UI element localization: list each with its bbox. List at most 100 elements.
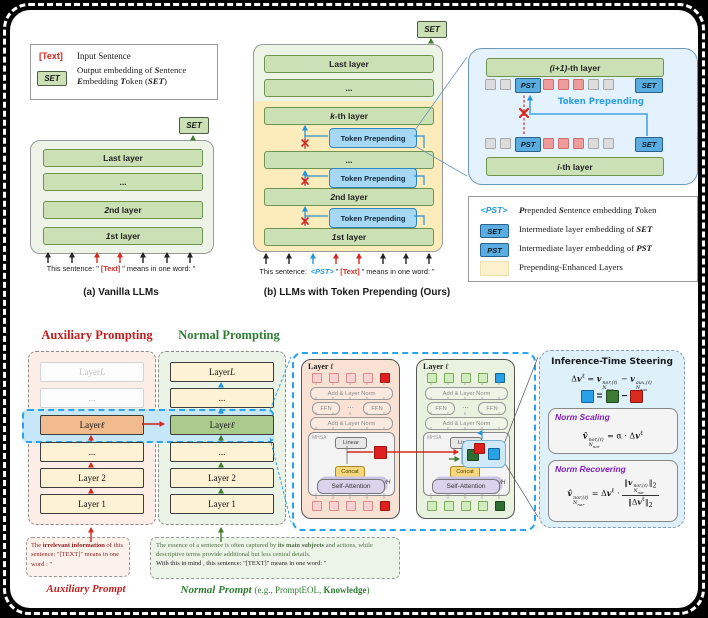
token-square bbox=[588, 138, 599, 149]
norm-scaling-title: Norm Scaling bbox=[555, 412, 610, 422]
steered-embedding-square bbox=[495, 373, 505, 383]
token-square bbox=[427, 501, 437, 511]
aux-prompt-label: Auxiliary Prompt bbox=[46, 583, 126, 595]
token-square bbox=[485, 138, 496, 149]
token-square bbox=[543, 138, 554, 149]
inference-time-steering-panel: Inference-Time Steering Δvℓ = vnor,(ℓ)Nn… bbox=[539, 350, 685, 528]
concat-box: Concat bbox=[335, 466, 365, 478]
nor-layer-box: ... bbox=[170, 442, 274, 462]
norm-recovering-formula: v̂ nor,(ℓ) Nnor = Δvℓ · ‖v nor,(ℓ) Nnor ‖2 ‖Δv… bbox=[567, 478, 659, 509]
token-square bbox=[444, 373, 454, 383]
heads-label: ∕H bbox=[500, 480, 506, 486]
token-square bbox=[461, 373, 471, 383]
ffn-pill: FFN bbox=[427, 402, 455, 415]
token-square bbox=[485, 79, 496, 90]
layer-bar: k -th layer bbox=[264, 107, 434, 125]
normal-prompt-label: Normal Prompt (e.g., PromptEOL, Knowledg… bbox=[180, 584, 370, 596]
layer-bar: i -th layer bbox=[486, 157, 664, 176]
token-square bbox=[363, 501, 373, 511]
ffn-pill: FFN bbox=[312, 402, 340, 415]
token-square bbox=[500, 79, 511, 90]
ffn-dots: ⋯ bbox=[347, 404, 354, 412]
block-title: Layer ℓ bbox=[423, 362, 449, 371]
token-square bbox=[588, 79, 599, 90]
prompt-b: This sentence: <PST> " [Text] " means in… bbox=[259, 267, 435, 276]
steered-vector-square bbox=[488, 448, 500, 460]
text-token-label: [Text] bbox=[39, 51, 63, 61]
set-chip: SET bbox=[37, 71, 67, 86]
token-square bbox=[558, 138, 569, 149]
layer-bar: Last layer bbox=[264, 55, 434, 73]
token-square bbox=[603, 79, 614, 90]
token-prepending-box: Token Prepending bbox=[329, 168, 417, 188]
pst-chip: PST bbox=[515, 137, 541, 152]
set-legend-label: Output embedding of Sentence Embedding T… bbox=[77, 65, 187, 86]
mhsa-label: MHSA bbox=[427, 435, 442, 441]
layer-bar: (i+1) -th layer bbox=[486, 58, 664, 77]
caption-a: (a) Vanilla LLMs bbox=[83, 287, 159, 298]
set-output-chip-b: SET bbox=[417, 21, 447, 38]
caption-b: (b) LLMs with Token Prepending (Ours) bbox=[263, 287, 451, 298]
token-square bbox=[478, 373, 488, 383]
token-square bbox=[329, 501, 339, 511]
norm-scaling-formula: v̂ nor,(ℓ) Nnor = α · Δvℓ bbox=[582, 429, 644, 450]
yellow-swatch bbox=[480, 261, 509, 276]
set-chip: SET bbox=[480, 224, 509, 238]
aux-prompt-box: The irrelevant information of this sente… bbox=[26, 537, 130, 577]
token-square bbox=[346, 501, 356, 511]
token-square bbox=[427, 373, 437, 383]
ffn-dots: ⋯ bbox=[462, 404, 469, 412]
mhsa-label: MHSA bbox=[312, 435, 327, 441]
nor-layer-box: Layer 1 bbox=[170, 494, 274, 514]
pst-chip: PST bbox=[515, 78, 541, 93]
heads-label: ∕H bbox=[385, 480, 391, 486]
legend-label: Intermediate layer embedding of PST bbox=[519, 243, 652, 253]
aux-embedding-square bbox=[380, 501, 390, 511]
token-square bbox=[346, 373, 356, 383]
token-square bbox=[329, 373, 339, 383]
aux-vector-square bbox=[474, 443, 485, 454]
nor-layer-box: Layer L bbox=[170, 362, 274, 382]
pst-token-label: <PST> bbox=[480, 205, 508, 215]
aux-layer-ell-box: Layer ℓ bbox=[40, 415, 144, 435]
token-square bbox=[603, 138, 614, 149]
aux-layer-box: Layer L bbox=[40, 362, 144, 382]
normal-square bbox=[605, 389, 619, 403]
norm-scaling-box: Norm Scaling v̂ nor,(ℓ) Nnor = α · Δvℓ bbox=[548, 408, 678, 454]
input-sentence-label: Input Sentence bbox=[77, 51, 131, 61]
ffn-pill: FFN bbox=[478, 402, 506, 415]
token-square bbox=[573, 79, 584, 90]
aux-layer-box: ... bbox=[40, 388, 144, 408]
mhsa-box: MHSA Linear Concat Self-Attention ∕H bbox=[308, 432, 395, 496]
layer-bar: Last layer bbox=[43, 149, 203, 167]
add-layer-norm-pill: Add & Layer Norm bbox=[310, 417, 393, 430]
legend-top-box: [Text] Input Sentence SET Output embeddi… bbox=[30, 44, 218, 100]
normal-layer-detail-block: Layer ℓ Add & Layer Norm FFN ⋯ FFN Add &… bbox=[416, 359, 515, 519]
aux-steering-square bbox=[374, 446, 387, 459]
token-prepending-box: Token Prepending bbox=[329, 208, 417, 228]
token-square bbox=[543, 79, 554, 90]
normal-prompting-header: Normal Prompting bbox=[178, 328, 280, 342]
ffn-pill: FFN bbox=[363, 402, 391, 415]
token-prepending-inset: (i+1) -th layer PST SET Token Prepending … bbox=[468, 48, 698, 185]
nor-layer-box: Layer 2 bbox=[170, 468, 274, 488]
add-layer-norm-pill: Add & Layer Norm bbox=[310, 387, 393, 400]
layer-bar-dots: ... bbox=[264, 151, 434, 169]
layer-bar-dots: ... bbox=[264, 79, 434, 97]
self-attention-box: Self-Attention bbox=[432, 479, 500, 494]
self-attention-box: Self-Attention bbox=[317, 479, 385, 494]
token-square bbox=[478, 501, 488, 511]
aux-layer-box: ... bbox=[40, 442, 144, 462]
legend-right-box: <PST> Prepended Sentence embedding Token… bbox=[468, 196, 698, 282]
nor-layer-ell-box: Layer ℓ bbox=[170, 415, 274, 435]
pst-chip: PST bbox=[480, 243, 509, 257]
token-square bbox=[312, 501, 322, 511]
